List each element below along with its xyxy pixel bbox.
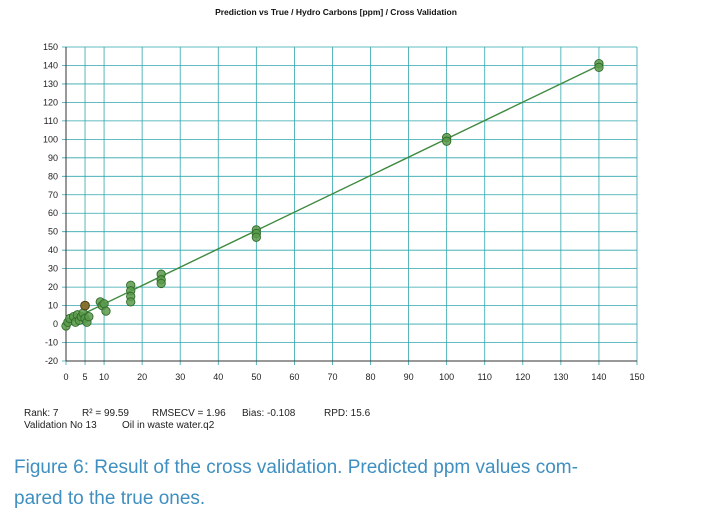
- x-tick-label: 20: [137, 372, 147, 382]
- x-tick-label: 130: [553, 372, 568, 382]
- axis-layer: 0 5 10 20 30 40 50 60 70 80 90 100 110 120 130 140 150-2…: [43, 42, 645, 382]
- y-tick-label: -20: [45, 356, 58, 366]
- x-tick-label: 40: [213, 372, 223, 382]
- chart-figure: Prediction vs True / Hydro Carbons [ppm]…: [43, 7, 645, 382]
- y-tick-label: 150: [43, 42, 58, 52]
- y-tick-label: 60: [48, 208, 58, 218]
- rpd-label: RPD: 15.6: [324, 408, 371, 419]
- y-tick-label: 100: [43, 134, 58, 144]
- r2-label: R² = 99.59: [82, 408, 129, 419]
- data-point: [251, 232, 261, 242]
- x-tick-label: 150: [629, 372, 644, 382]
- caption-line-1: Figure 6: Result of the cross validation…: [14, 457, 578, 478]
- caption-line-2: pared to the true ones.: [14, 488, 206, 509]
- data-point: [101, 306, 111, 316]
- highlighted-data-point: [80, 300, 90, 311]
- data-point: [442, 136, 452, 146]
- grid-layer: [62, 46, 638, 365]
- data-points-layer: [61, 58, 604, 331]
- x-tick-label: 60: [289, 372, 299, 382]
- figure-caption: Figure 6: Result of the cross validation…: [14, 452, 694, 514]
- x-tick-label: 70: [327, 372, 337, 382]
- y-tick-label: 0: [53, 319, 58, 329]
- data-point: [84, 312, 94, 322]
- data-point: [126, 297, 136, 307]
- y-tick-label: 10: [48, 301, 58, 311]
- chart-title: Prediction vs True / Hydro Carbons [ppm]…: [215, 7, 457, 17]
- y-tick-label: 70: [48, 190, 58, 200]
- x-tick-label: 50: [251, 372, 261, 382]
- y-tick-label: 140: [43, 60, 58, 70]
- y-tick-label: 40: [48, 245, 58, 255]
- y-tick-label: 120: [43, 97, 58, 107]
- y-tick-label: 80: [48, 171, 58, 181]
- rank-label: Rank: 7: [24, 408, 59, 419]
- rmsecv-label: RMSECV = 1.96: [152, 408, 226, 419]
- y-tick-label: 130: [43, 79, 58, 89]
- statistics-panel: Rank: 7 R² = 99.59 RMSECV = 1.96 Bias: -0.1…: [24, 408, 370, 432]
- x-tick-label: 110: [478, 372, 492, 382]
- data-point: [594, 62, 604, 72]
- y-tick-label: 90: [48, 153, 58, 163]
- x-tick-label: 30: [175, 372, 185, 382]
- y-tick-label: 50: [48, 227, 58, 237]
- dataset-label: Oil in waste water.q2: [122, 420, 215, 431]
- bias-label: Bias: -0.108: [242, 408, 296, 419]
- y-tick-label: -10: [45, 338, 58, 348]
- validation-label: Validation No 13: [24, 420, 97, 431]
- regression-line-layer: [65, 64, 600, 323]
- x-tick-label: 0: [63, 372, 68, 382]
- regression-line: [65, 64, 600, 323]
- statistics-row-1: Rank: 7 R² = 99.59 RMSECV = 1.96 Bias: -0.1…: [24, 408, 370, 420]
- chart-svg: Prediction vs True / Hydro Carbons [ppm]…: [43, 7, 645, 382]
- x-tick-label: 100: [439, 372, 454, 382]
- x-tick-label: 80: [366, 372, 376, 382]
- x-tick-label: 10: [99, 372, 109, 382]
- data-point: [156, 278, 166, 289]
- x-tick-label: 90: [404, 372, 414, 382]
- x-tick-label: 5: [83, 372, 88, 382]
- y-tick-label: 20: [48, 282, 58, 292]
- statistics-row-2: Validation No 13 Oil in waste water.q2: [24, 420, 370, 432]
- x-tick-label: 140: [591, 372, 606, 382]
- x-tick-label: 120: [515, 372, 530, 382]
- y-tick-label: 30: [48, 264, 58, 274]
- y-tick-label: 110: [44, 116, 58, 126]
- plot-area: [66, 47, 637, 361]
